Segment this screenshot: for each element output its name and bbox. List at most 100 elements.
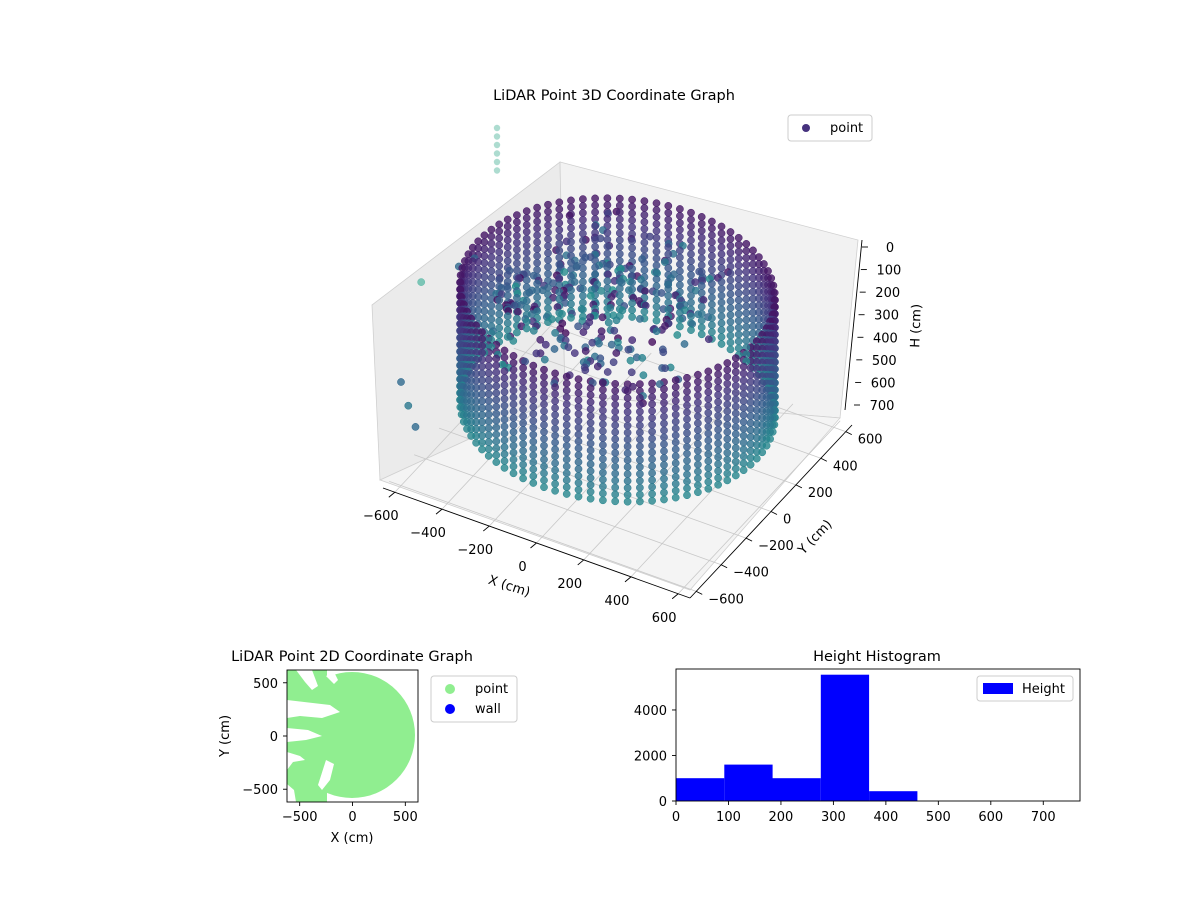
scatter-point [493,158,501,166]
scatter-point [540,434,548,443]
scatter-point [661,364,669,373]
scatter-point [652,213,661,221]
scatter-point [683,401,691,410]
scatter-point [726,338,735,347]
scatter-point [503,291,512,300]
scatter-point [671,410,680,419]
scatter-point [664,250,673,259]
scatter-point [484,389,493,398]
chart-3d: LiDAR Point 3D Coordinate Graph −600 −400… [363,88,925,626]
y-tick-label-2d: −500 [242,783,278,798]
scatter-point [683,415,691,424]
legend-hist: Height [976,675,1074,702]
scatter-point [503,257,512,265]
scatter-point [749,301,757,310]
scatter-point [586,453,595,462]
scatter-point [664,243,673,252]
scatter-point [599,434,607,442]
scatter-point [660,495,668,504]
scatter-point [704,367,713,376]
scatter-point [503,326,512,334]
scatter-point [574,322,582,331]
scatter-point [697,282,706,290]
scatter-point [623,408,632,416]
scatter-point [574,409,583,418]
scatter-point [533,259,541,267]
scatter-point [648,338,657,346]
scatter-point [739,424,748,433]
scatter-point [607,340,616,349]
scatter-point [500,381,509,389]
scatter-point [704,443,713,452]
scatter-point [723,469,732,478]
scatter-point [467,397,475,406]
scatter-point [540,386,548,395]
scatter-point [604,318,613,327]
scatter-point [495,261,504,270]
scatter-point [652,261,661,270]
scatter-point [636,421,644,430]
scatter-point [500,353,509,362]
z-axis-line [844,239,863,411]
scatter-point [529,403,538,411]
scatter-point [758,448,767,457]
scatter-point [484,445,493,453]
scatter-point [694,426,702,434]
scatter-point [687,208,695,217]
scatter-point [660,474,668,483]
scatter-point [660,447,668,455]
scatter-point [513,259,521,268]
scatter-point [544,256,552,264]
scatter-point [694,412,702,421]
scatter-point [714,377,722,386]
scatter-point [599,461,607,470]
scatter-point [551,459,559,468]
scatter-point [731,471,740,480]
scatter-point [599,482,607,491]
scatter-point [676,212,684,220]
scatter-point [652,275,661,284]
scatter-point [694,446,702,455]
scatter-point [739,390,748,399]
scatter-point [503,222,512,231]
scatter-point [562,372,571,381]
scatter-point [648,414,656,422]
scatter-point [660,392,668,400]
scatter-point [623,497,632,506]
y-tick-label: 200 [808,486,833,501]
scatter-point [492,430,501,439]
scatter-point [694,453,702,462]
scatter-point [683,394,691,403]
scatter-point [562,379,571,388]
scatter-point [603,249,612,258]
legend-point-label: point [475,682,508,697]
scatter-point [623,449,632,458]
scatter-point [664,284,673,293]
y-tick-label: 0 [783,513,791,528]
scatter-point [586,384,595,393]
x-axis-label: X (cm) [486,573,532,601]
scatter-point [487,246,496,255]
scatter-point [731,423,740,432]
scatter-point [540,379,548,388]
scatter-point [555,219,564,227]
scatter-point [704,457,713,465]
scatter-point [734,254,743,263]
scatter-point [555,226,564,234]
scatter-point [749,322,757,331]
legend-wall-marker [445,704,455,714]
scatter-point [472,438,480,447]
x-tick [624,576,632,583]
scatter-point [509,469,518,478]
x-tick-label: −200 [457,543,493,558]
scatter-point [623,421,632,430]
scatter-point [493,133,501,140]
scatter-point [648,476,656,484]
scatter-point [704,408,713,417]
scatter-point [492,423,501,432]
scatter-point [660,398,668,407]
y-tick-label-2d: 0 [270,730,278,745]
scatter-point [467,425,475,433]
scatter-point [519,370,527,379]
